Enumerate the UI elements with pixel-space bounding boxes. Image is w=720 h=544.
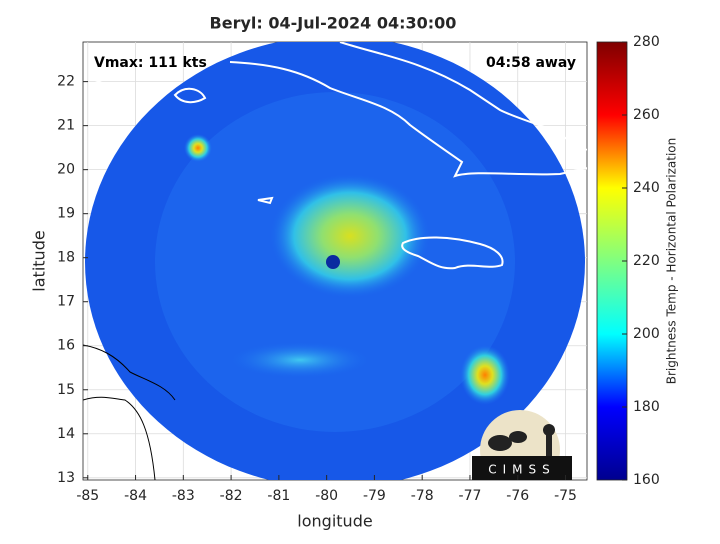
x-tick-label: -78	[411, 488, 434, 504]
y-tick-label: 17	[57, 294, 75, 310]
y-tick-label: 20	[57, 162, 75, 178]
cimss-logo: CIMSS	[472, 410, 572, 480]
annotation: 04:58 away	[486, 55, 576, 71]
x-tick-label: -82	[220, 488, 243, 504]
y-tick-label: 18	[57, 250, 75, 266]
coastline-central-america	[83, 344, 176, 480]
y-tick-label: 14	[57, 426, 75, 442]
colorbar-tick-label: 240	[633, 180, 660, 196]
annotation: Vmax: 111 kts	[94, 55, 207, 71]
coastline	[89, 44, 274, 205]
colorbar-tick-label: 180	[633, 399, 660, 415]
chart-title: Beryl: 04-Jul-2024 04:30:00	[210, 14, 457, 33]
x-tick-label: -81	[267, 488, 290, 504]
y-tick-label: 16	[57, 338, 75, 354]
x-tick-label: -80	[315, 488, 338, 504]
colorbar-tick-label: 260	[633, 107, 660, 123]
storm-core	[270, 174, 430, 298]
y-tick-label: 15	[57, 382, 75, 398]
colorbar-label: Brightness Temp - Horizontal Polarizatio…	[665, 138, 679, 385]
convection	[460, 345, 510, 405]
coastline-jamaica	[401, 236, 504, 270]
x-tick-label: -84	[124, 488, 147, 504]
x-tick-label: -85	[76, 488, 99, 504]
rainband	[230, 342, 370, 378]
x-tick-label: -79	[363, 488, 386, 504]
y-tick-label: 19	[57, 206, 75, 222]
y-tick-label: 21	[57, 118, 75, 134]
colorbar-tick-label: 280	[633, 34, 660, 50]
eye	[326, 255, 340, 269]
coastline-cuba	[229, 42, 587, 178]
y-tick-label: 13	[57, 470, 75, 486]
x-tick-label: -83	[172, 488, 195, 504]
convection	[184, 134, 212, 162]
colorbar-tick-label: 200	[633, 326, 660, 342]
colorbar-tick-label: 220	[633, 253, 660, 269]
x-tick-label: -76	[506, 488, 529, 504]
x-axis-label: longitude	[297, 512, 372, 531]
swath: CIMSS	[83, 42, 587, 480]
logo-text: CIMSS	[488, 463, 556, 477]
y-axis-label: latitude	[30, 230, 49, 291]
x-tick-label: -75	[554, 488, 577, 504]
y-tick-label: 22	[57, 74, 75, 90]
colorbar-tick-label: 160	[633, 472, 660, 488]
x-tick-label: -77	[459, 488, 482, 504]
